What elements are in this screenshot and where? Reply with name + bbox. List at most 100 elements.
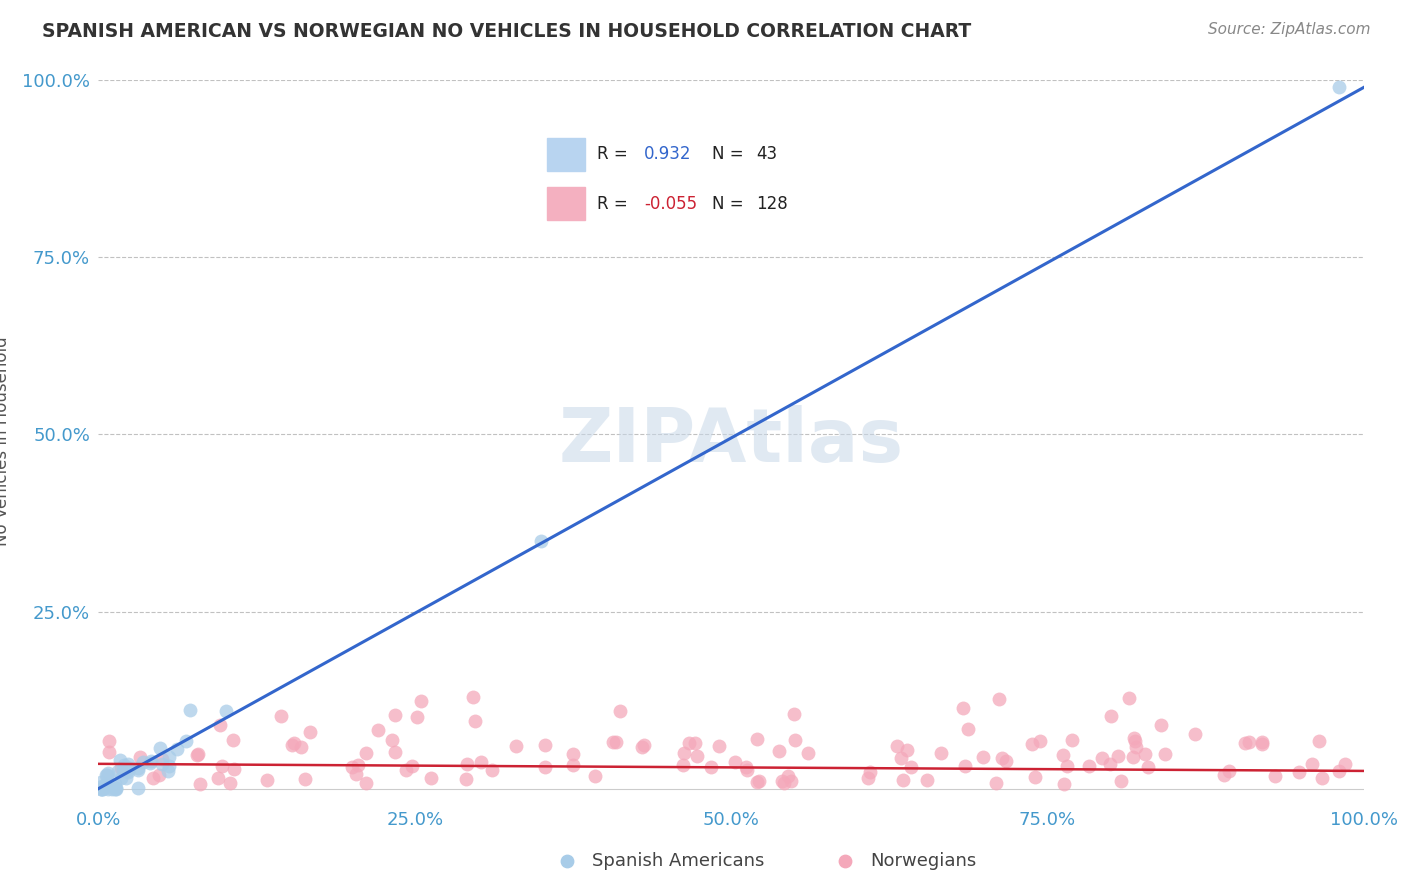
Point bbox=[1052, 747, 1074, 762]
Point bbox=[208, 718, 231, 732]
Point bbox=[780, 774, 803, 789]
Point bbox=[118, 761, 141, 775]
Point bbox=[98, 745, 121, 759]
Point bbox=[1122, 749, 1144, 764]
Point bbox=[735, 763, 758, 777]
Point bbox=[166, 742, 188, 756]
Point bbox=[900, 760, 922, 774]
Point bbox=[1334, 756, 1357, 771]
Point bbox=[139, 756, 162, 771]
Point bbox=[90, 781, 112, 796]
Text: Norwegians: Norwegians bbox=[870, 852, 977, 870]
Point bbox=[745, 731, 768, 746]
Point bbox=[768, 744, 790, 758]
Point bbox=[1024, 770, 1046, 784]
Point bbox=[150, 752, 173, 766]
Point bbox=[139, 754, 162, 768]
Point bbox=[110, 753, 132, 767]
Point bbox=[420, 771, 443, 785]
Point bbox=[672, 746, 695, 760]
Point bbox=[859, 764, 882, 779]
Point bbox=[127, 761, 149, 775]
Point bbox=[748, 774, 770, 789]
Text: 0.932: 0.932 bbox=[644, 145, 692, 163]
Point bbox=[105, 780, 128, 795]
Point bbox=[187, 747, 209, 761]
Point bbox=[97, 766, 120, 780]
Point bbox=[224, 762, 246, 776]
Text: R =: R = bbox=[598, 145, 628, 163]
Point bbox=[1133, 747, 1156, 761]
Point bbox=[207, 771, 229, 785]
Point bbox=[530, 533, 553, 548]
Text: SPANISH AMERICAN VS NORWEGIAN NO VEHICLES IN HOUSEHOLD CORRELATION CHART: SPANISH AMERICAN VS NORWEGIAN NO VEHICLE… bbox=[42, 22, 972, 41]
Point bbox=[1060, 732, 1083, 747]
Point bbox=[776, 769, 799, 783]
Point bbox=[886, 739, 908, 753]
Point bbox=[461, 690, 484, 704]
Point bbox=[1150, 718, 1173, 732]
Point bbox=[256, 773, 278, 788]
Point bbox=[90, 781, 112, 796]
Point bbox=[533, 759, 555, 773]
Point bbox=[174, 734, 197, 748]
Point bbox=[533, 738, 555, 752]
Point bbox=[110, 771, 132, 785]
Point bbox=[891, 772, 914, 787]
Bar bbox=[547, 138, 585, 171]
Point bbox=[988, 691, 1011, 706]
Point bbox=[1123, 734, 1146, 748]
Point bbox=[505, 739, 527, 753]
Point bbox=[90, 775, 112, 789]
Point bbox=[464, 714, 486, 728]
Point bbox=[633, 738, 655, 752]
Point bbox=[1118, 691, 1140, 706]
Text: 128: 128 bbox=[756, 194, 787, 213]
Point bbox=[367, 723, 389, 737]
Point bbox=[394, 763, 416, 777]
Point bbox=[1107, 749, 1129, 764]
Point bbox=[132, 755, 155, 769]
Point bbox=[346, 758, 368, 772]
Point bbox=[97, 781, 120, 796]
Point bbox=[222, 732, 245, 747]
Bar bbox=[547, 187, 585, 220]
Point bbox=[405, 709, 427, 723]
Point bbox=[972, 750, 994, 764]
Point bbox=[98, 733, 121, 747]
Point bbox=[1111, 774, 1133, 789]
Point bbox=[773, 776, 796, 790]
Point bbox=[456, 756, 478, 771]
Point bbox=[1327, 80, 1350, 95]
Text: N =: N = bbox=[711, 145, 744, 163]
Point bbox=[1329, 764, 1351, 779]
Point bbox=[281, 738, 304, 752]
Point bbox=[683, 736, 706, 750]
Point bbox=[957, 722, 980, 736]
Point bbox=[995, 754, 1018, 768]
Point bbox=[344, 766, 367, 780]
Point bbox=[1125, 740, 1147, 755]
Point bbox=[127, 763, 149, 777]
Point bbox=[103, 781, 125, 796]
Point bbox=[112, 763, 135, 777]
Point bbox=[700, 760, 723, 774]
Point bbox=[605, 735, 627, 749]
Point bbox=[142, 771, 165, 785]
Point bbox=[384, 745, 406, 759]
Point bbox=[1301, 757, 1323, 772]
Point bbox=[91, 782, 114, 797]
Point bbox=[583, 768, 606, 782]
Point bbox=[917, 773, 939, 788]
Point bbox=[110, 761, 132, 775]
Point bbox=[602, 735, 624, 749]
Point bbox=[354, 746, 377, 760]
Point bbox=[1136, 760, 1159, 774]
Point bbox=[890, 751, 912, 765]
Point bbox=[156, 764, 179, 778]
Point bbox=[96, 768, 118, 782]
Point bbox=[115, 771, 138, 785]
Point bbox=[1029, 733, 1052, 747]
Point bbox=[149, 740, 172, 755]
Point bbox=[481, 763, 503, 777]
